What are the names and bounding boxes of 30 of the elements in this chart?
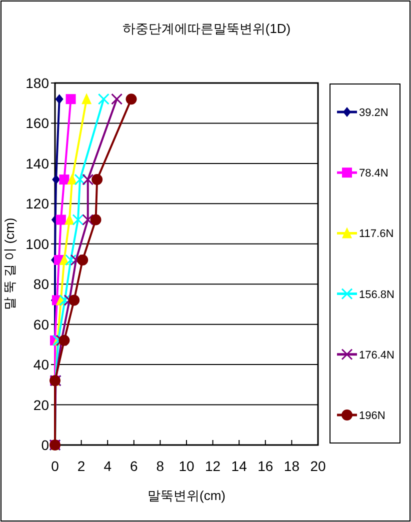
y-tick-label: 120 (26, 196, 50, 212)
legend-label: 78.4N (359, 168, 388, 180)
y-tick-label: 180 (26, 75, 50, 91)
legend-label: 39.2N (359, 107, 388, 119)
x-tick-label: 4 (104, 458, 112, 474)
x-tick-label: 0 (51, 458, 60, 474)
legend-label: 156.8N (359, 288, 395, 301)
y-tick-label: 20 (33, 396, 50, 413)
y-tick-label: 80 (33, 276, 50, 292)
x-tick-label: 14 (231, 458, 248, 474)
x-tick-label: 6 (130, 458, 138, 474)
y-tick-label: 140 (26, 155, 50, 172)
y-tick-label: 60 (33, 316, 50, 332)
y-tick-label: 100 (26, 236, 50, 252)
x-tick-label: 8 (156, 458, 164, 474)
x-tick-label: 12 (205, 458, 221, 474)
x-tick-label: 10 (178, 458, 194, 474)
y-tick-label: 160 (26, 115, 50, 132)
y-tick-label: 0 (41, 437, 50, 453)
legend-label: 196N (359, 410, 386, 422)
chart-title: 하중단계에따른말뚝변위(1D) (122, 21, 291, 36)
x-axis-title: 말뚝변위(cm) (148, 488, 226, 503)
x-tick-label: 16 (258, 458, 274, 474)
x-tick-label: 20 (310, 458, 326, 474)
legend-label: 176.4N (359, 349, 395, 362)
y-tick-label: 40 (33, 356, 50, 373)
y-axis-title: 말 뚝 길 이 (cm) (2, 218, 17, 310)
legend-label: 117.6N (359, 228, 394, 240)
x-tick-label: 2 (77, 458, 86, 474)
x-tick-label: 18 (284, 458, 300, 474)
